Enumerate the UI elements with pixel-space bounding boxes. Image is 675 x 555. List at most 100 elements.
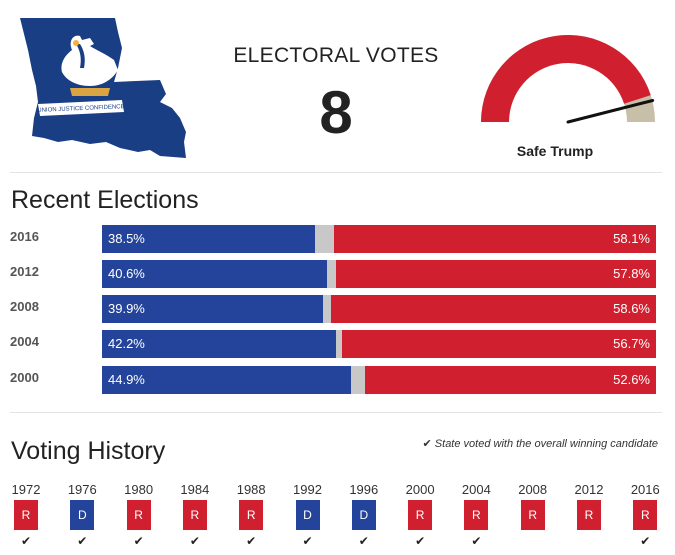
history-item: 1992 D ✔ bbox=[290, 482, 326, 548]
rep-percent-label: 57.8% bbox=[613, 266, 650, 281]
history-year: 2016 bbox=[630, 482, 660, 497]
party-badge: D bbox=[70, 500, 95, 530]
rating-gauge bbox=[481, 35, 655, 124]
gauge-red-arc bbox=[481, 35, 651, 122]
history-year: 1996 bbox=[349, 482, 379, 497]
election-year: 2000 bbox=[10, 370, 39, 385]
rep-share-bar bbox=[335, 260, 656, 288]
dem-percent-label: 42.2% bbox=[108, 336, 145, 351]
party-badge: R bbox=[520, 500, 545, 530]
party-badge: R bbox=[633, 500, 658, 530]
pelican-emblem bbox=[61, 35, 118, 96]
dem-percent-label: 44.9% bbox=[108, 372, 145, 387]
election-row: 2004 42.2% 56.7% bbox=[10, 330, 658, 358]
rep-share-bar bbox=[334, 225, 656, 253]
history-item: 1976 D ✔ bbox=[64, 482, 100, 548]
check-icon: ✔ bbox=[415, 534, 426, 548]
history-item: 1984 R ✔ bbox=[177, 482, 213, 548]
history-year: 1984 bbox=[180, 482, 210, 497]
check-icon: ✔ bbox=[189, 534, 200, 548]
check-icon: ✔ bbox=[358, 534, 369, 548]
history-year: 1992 bbox=[293, 482, 322, 497]
check-icon: ✔ bbox=[302, 534, 313, 548]
divider-middle bbox=[10, 412, 662, 413]
election-row: 2000 44.9% 52.6% bbox=[10, 366, 658, 394]
history-item: 2004 R ✔ bbox=[458, 482, 494, 548]
history-item: 1988 R ✔ bbox=[233, 482, 269, 548]
rating-label: Safe Trump bbox=[516, 143, 594, 159]
gauge-needle bbox=[566, 99, 655, 124]
check-icon: ✔ bbox=[77, 534, 88, 548]
history-year: 2000 bbox=[405, 482, 435, 497]
rep-percent-label: 52.6% bbox=[613, 372, 650, 387]
history-item: 2008 R bbox=[515, 482, 551, 548]
party-badge: R bbox=[577, 500, 601, 530]
check-icon: ✔ bbox=[133, 534, 144, 548]
check-icon: ✔ bbox=[640, 534, 651, 548]
electoral-votes-count: 8 bbox=[319, 79, 353, 146]
election-row: 2008 39.9% 58.6% bbox=[10, 295, 658, 323]
result-bar: 38.5% 58.1% bbox=[102, 225, 656, 253]
party-badge: R bbox=[126, 500, 151, 530]
check-icon: ✔ bbox=[471, 534, 482, 548]
rep-share-bar bbox=[331, 295, 656, 323]
party-badge: R bbox=[239, 500, 264, 530]
history-year: 2004 bbox=[461, 482, 491, 497]
divider-top bbox=[10, 172, 662, 173]
rep-percent-label: 56.7% bbox=[613, 336, 650, 351]
party-badge: D bbox=[351, 500, 376, 530]
history-item: 1996 D ✔ bbox=[346, 482, 382, 548]
flag-motto: UNION JUSTICE CONFIDENCE bbox=[37, 104, 125, 114]
party-badge: D bbox=[295, 500, 320, 530]
dem-percent-label: 40.6% bbox=[108, 266, 145, 281]
check-icon bbox=[515, 534, 551, 548]
recent-elections-title: Recent Elections bbox=[11, 186, 199, 214]
history-year: 1980 bbox=[124, 482, 154, 497]
dem-percent-label: 39.9% bbox=[108, 301, 145, 316]
rep-percent-label: 58.6% bbox=[613, 301, 650, 316]
party-badge: R bbox=[182, 500, 207, 530]
voting-history-title: Voting History bbox=[11, 437, 166, 465]
history-year: 1988 bbox=[236, 482, 266, 497]
history-item: 2016 R ✔ bbox=[627, 482, 663, 548]
history-item: 1972 R ✔ bbox=[8, 482, 44, 548]
history-item: 2012 R bbox=[571, 482, 607, 548]
check-icon bbox=[571, 534, 607, 548]
history-item: 1980 R ✔ bbox=[121, 482, 157, 548]
check-icon: ✔ bbox=[422, 438, 432, 450]
election-year: 2016 bbox=[10, 229, 39, 244]
election-year: 2004 bbox=[10, 334, 39, 349]
result-bar: 40.6% 57.8% bbox=[102, 260, 656, 288]
dem-share-bar bbox=[102, 330, 336, 358]
history-legend-text: State voted with the overall winning can… bbox=[434, 438, 658, 450]
check-icon: ✔ bbox=[20, 534, 32, 548]
rep-percent-label: 58.1% bbox=[613, 231, 650, 246]
party-badge: R bbox=[408, 500, 433, 530]
history-legend: ✔ State voted with the overall winning c… bbox=[423, 437, 658, 450]
election-year: 2008 bbox=[10, 299, 39, 314]
party-badge: R bbox=[14, 500, 38, 530]
rep-share-bar bbox=[341, 330, 656, 358]
result-bar: 39.9% 58.6% bbox=[102, 295, 656, 323]
election-year: 2012 bbox=[10, 264, 39, 279]
election-row: 2016 38.5% 58.1% bbox=[10, 225, 658, 253]
rep-share-bar bbox=[364, 366, 656, 394]
history-item: 2000 R ✔ bbox=[402, 482, 438, 548]
electoral-votes-label: ELECTORAL VOTES bbox=[233, 44, 439, 67]
dem-share-bar bbox=[102, 295, 324, 323]
election-row: 2012 40.6% 57.8% bbox=[10, 260, 658, 288]
history-year: 2008 bbox=[518, 482, 548, 497]
party-badge: R bbox=[464, 500, 489, 530]
dem-share-bar bbox=[102, 260, 327, 288]
history-year: 1972 bbox=[11, 482, 41, 497]
louisiana-flag-map: UNION JUSTICE CONFIDENCE bbox=[20, 18, 186, 158]
history-year: 2012 bbox=[574, 482, 604, 497]
dem-percent-label: 38.5% bbox=[108, 231, 145, 246]
dem-share-bar bbox=[102, 366, 351, 394]
check-icon: ✔ bbox=[246, 534, 257, 548]
dem-share-bar bbox=[102, 225, 316, 253]
result-bar: 42.2% 56.7% bbox=[102, 330, 656, 358]
motto-ribbon bbox=[38, 100, 124, 116]
result-bar: 44.9% 52.6% bbox=[102, 366, 656, 394]
history-year: 1976 bbox=[67, 482, 97, 497]
